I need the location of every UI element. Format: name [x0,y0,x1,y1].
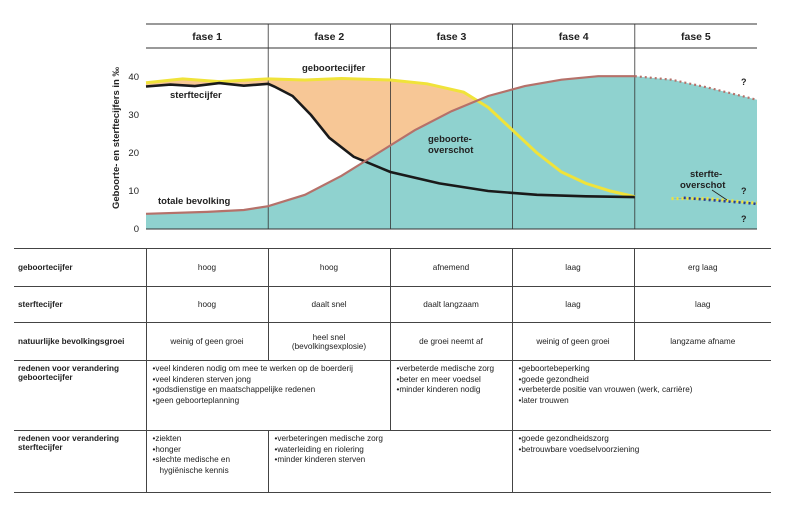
row-header: sterftecijfer [18,300,63,309]
cell: de groei neemt af [389,322,512,361]
cell: weinig of geen groei [511,322,634,361]
phase-header: fase 2 [314,31,344,43]
phase-headers: fase 1 fase 2 fase 3 fase 4 fase 5 [146,23,757,49]
row-geboortecijfer: geboortecijfer hoog hoog afnemend laag e… [14,248,771,287]
list-item: honger [153,445,262,456]
cell: laag [511,248,634,287]
list-item: waterleiding en riolering [275,445,506,456]
list-item: geboortebeperking [519,364,766,375]
cell: hoog [267,248,390,287]
reasons-cell: ziekten honger slechte medische en hygië… [145,430,268,493]
list-item: geen geboorteplanning [153,396,384,407]
y-tick-label: 10 [128,186,139,197]
y-tick-label: 20 [128,148,139,159]
birth-surplus-area [146,78,660,198]
list-item: beter en meer voedsel [397,375,506,386]
label-sterfte-overschot-line2: overschot [680,180,726,191]
list-item: goede gezondheidszorg [519,434,766,445]
list-item: minder kinderen nodig [397,385,506,396]
label-geboorte-overschot-line1: geboorte- [428,134,472,145]
death-rate-line-projected [683,196,758,206]
label-geboorte-overschot: geboorte- overschot [428,134,474,156]
row-header: geboortecijfer [18,263,73,272]
list-item: godsdienstige en maatschappelijke redene… [153,385,384,396]
death-surplus-area [671,197,757,204]
list-item: betrouwbare voedselvoorziening [519,445,766,456]
reasons-list: verbeteringen medische zorg waterleiding… [275,434,506,466]
row-sterftecijfer: sterftecijfer hoog daalt snel daalt lang… [14,286,771,323]
row-redenen-sterftecijfer: redenen voor verandering sterftecijfer z… [14,430,771,493]
cell: hoog [145,248,268,287]
cell: erg laag [633,248,771,287]
phase-header: fase 4 [559,31,589,43]
reasons-list: geboortebeperking goede gezondheid verbe… [519,364,766,406]
cell: hoog [145,286,268,323]
reasons-list: veel kinderen nodig om mee te werken op … [153,364,384,406]
death-rate-line [145,81,635,199]
population-line-projected [634,75,758,101]
plot-area [145,24,758,230]
label-sterfte-overschot: sterfte- overschot [680,169,726,191]
list-item: slechte medische en hygiënische kennis [153,455,262,476]
phase-header: fase 5 [681,31,711,43]
reasons-list: goede gezondheidszorg betrouwbare voedse… [519,434,766,455]
cell: daalt langzaam [389,286,512,323]
population-area [146,76,757,229]
reasons-list: verbeterde medische zorg beter en meer v… [397,364,506,396]
row-header: redenen voor verandering geboortecijfer [18,364,120,382]
list-item: ziekten [153,434,262,445]
reasons-cell: geboortebeperking goede gezondheid verbe… [511,360,771,431]
cell: laag [633,286,771,323]
cell: langzame afname [633,322,771,361]
row-natuurlijke-groei: natuurlijke bevolkingsgroei weinig of ge… [14,322,771,361]
reasons-cell: veel kinderen nodig om mee te werken op … [145,360,390,431]
cell: daalt snel [267,286,390,323]
label-geboortecijfer: geboortecijfer [302,63,366,74]
row-header: redenen voor verandering sterftecijfer [18,434,120,452]
cell: weinig of geen groei [145,322,268,361]
cell: laag [511,286,634,323]
reasons-cell: goede gezondheidszorg betrouwbare voedse… [511,430,771,493]
list-item: minder kinderen sterven [275,455,506,466]
phase-header: fase 1 [192,31,222,43]
label-sterfte-overschot-line1: sterfte- [690,169,722,180]
label-geboorte-overschot-line2: overschot [428,145,474,156]
list-item: goede gezondheid [519,375,766,386]
cell: heel snel (bevolkingsexplosie) [267,322,390,361]
y-axis: 0 10 20 30 40 [128,72,139,235]
y-tick-label: 0 [134,224,139,235]
list-item: verbeteringen medische zorg [275,434,506,445]
y-axis-label: Geboorte- en sterftecijfers in ‰ [111,67,122,210]
reasons-cell: verbeteringen medische zorg waterleiding… [267,430,512,493]
list-item: veel kinderen sterven jong [153,375,384,386]
sterfte-overschot-pointer [711,189,728,201]
cell: afnemend [389,248,512,287]
label-sterftecijfer: sterftecijfer [170,90,222,101]
reasons-list: ziekten honger slechte medische en hygië… [153,434,262,476]
phase-header: fase 3 [437,31,467,43]
question-mark-birth: ? [741,186,747,196]
list-item: veel kinderen nodig om mee te werken op … [153,364,384,375]
y-tick-label: 40 [128,72,139,83]
birth-rate-line [145,76,636,199]
list-item: verbeterde positie van vrouwen (werk, ca… [519,385,766,396]
question-mark-death: ? [741,214,747,224]
y-tick-label: 30 [128,110,139,121]
row-redenen-geboortecijfer: redenen voor verandering geboortecijfer … [14,360,771,431]
reasons-cell: verbeterde medische zorg beter en meer v… [389,360,512,431]
demographic-transition-chart: fase 1 fase 2 fase 3 fase 4 fase 5 0 10 20 30 40… [111,23,758,235]
list-item: later trouwen [519,396,766,407]
row-header: natuurlijke bevolkingsgroei [18,337,125,346]
list-item: verbeterde medische zorg [397,364,506,375]
phase-table: geboortecijfer hoog hoog afnemend laag e… [14,248,771,493]
population-line [145,75,635,215]
question-mark-population: ? [741,77,747,87]
label-totale-bevolking: totale bevolking [158,196,231,207]
